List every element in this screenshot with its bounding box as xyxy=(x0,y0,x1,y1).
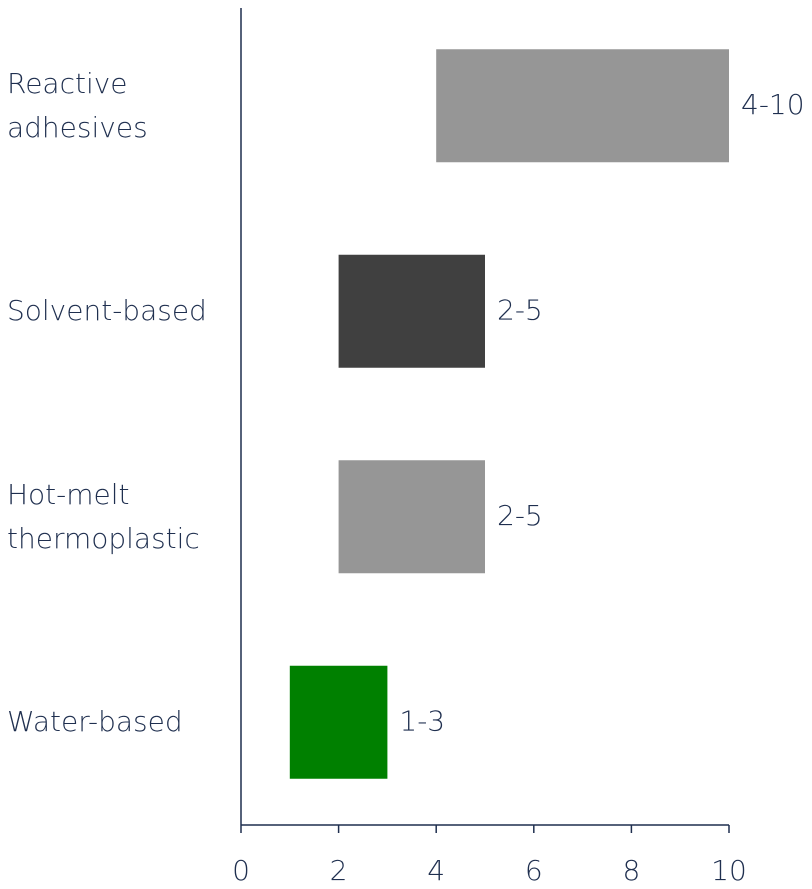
x-tick-label: 8 xyxy=(622,854,640,887)
category-label: Hot-melt thermoplastic xyxy=(7,477,200,555)
category-label: Water-based xyxy=(7,705,183,739)
x-tick-label: 4 xyxy=(427,854,445,887)
x-tick-label: 6 xyxy=(525,854,543,887)
category-label: Solvent-based xyxy=(7,294,207,328)
x-tick-label: 0 xyxy=(232,854,250,887)
value-label: 1-3 xyxy=(399,704,445,737)
bar xyxy=(289,665,388,779)
value-label: 2-5 xyxy=(497,293,543,326)
x-tick-label: 10 xyxy=(711,854,747,887)
bar xyxy=(338,254,485,368)
x-tick-label: 2 xyxy=(330,854,348,887)
bar xyxy=(436,49,729,163)
category-label: Reactive adhesives xyxy=(7,66,148,144)
value-label: 2-5 xyxy=(497,499,543,532)
value-label: 4-10 xyxy=(741,88,805,121)
bar xyxy=(338,460,485,574)
